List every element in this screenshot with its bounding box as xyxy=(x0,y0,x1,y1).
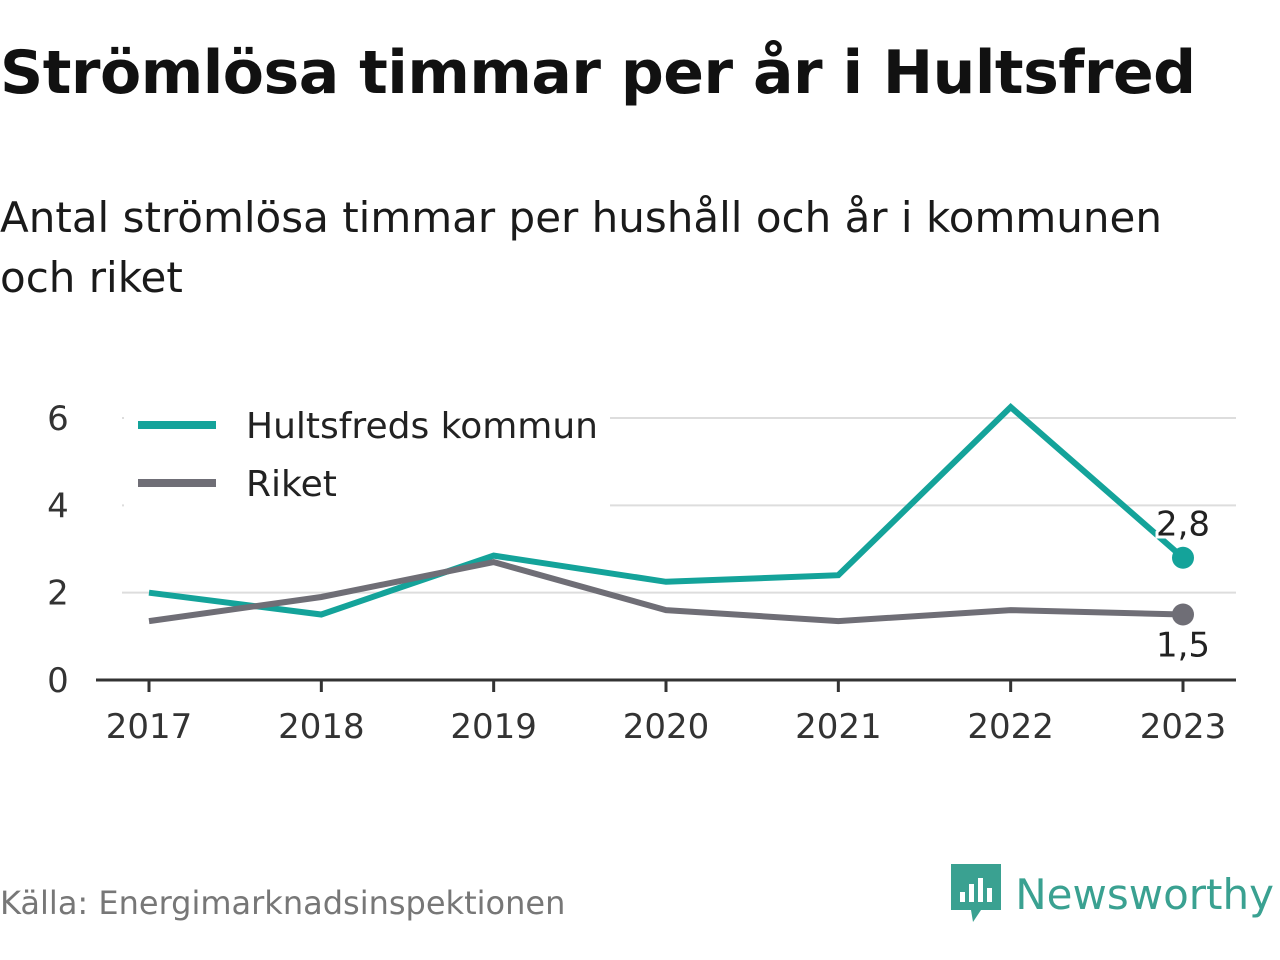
end-value-label: 2,8 xyxy=(1156,505,1210,545)
end-value-label: 1,5 xyxy=(1156,626,1210,666)
x-tick-label: 2023 xyxy=(1140,707,1227,747)
x-tick-label: 2019 xyxy=(450,707,537,747)
brand-name: Newsworthy xyxy=(1015,869,1274,919)
end-points xyxy=(1172,546,1194,626)
y-tick-label: 0 xyxy=(47,661,69,701)
series-end-point xyxy=(1172,546,1194,569)
x-tick-label: 2021 xyxy=(795,707,882,747)
legend-label: Riket xyxy=(246,464,337,505)
end-value-labels: 2,8 1,5 xyxy=(1153,502,1213,669)
y-tick-label: 6 xyxy=(47,399,69,439)
source-note: Källa: Energimarknadsinspektionen xyxy=(0,884,566,922)
x-tick-label: 2017 xyxy=(106,707,193,747)
series-lines xyxy=(148,403,1185,625)
chart-title: Strömlösa timmar per år i Hultsfred xyxy=(0,38,1196,108)
series-line xyxy=(148,403,1185,618)
chart-subtitle: Antal strömlösa timmar per hushåll och å… xyxy=(0,193,1162,302)
y-tick-label: 2 xyxy=(47,574,69,614)
x-tick-label: 2018 xyxy=(278,707,365,747)
legend: Hultsfreds kommun Riket xyxy=(124,405,610,513)
x-tick-label: 2022 xyxy=(967,707,1054,747)
series-line xyxy=(148,559,1184,625)
y-tick-label: 4 xyxy=(47,486,69,526)
legend-background xyxy=(124,405,610,455)
x-axis: 2017 2018 2019 2020 2021 2022 2023 xyxy=(96,678,1236,747)
legend-background xyxy=(124,463,610,513)
legend-label: Hultsfreds kommun xyxy=(246,406,598,447)
line-chart: 0 2 4 6 2017 2018 2019 2020 2021 2022 2023 Hultsf… xyxy=(47,399,1236,747)
series-end-point xyxy=(1172,603,1194,626)
brand-logo: Newsworthy xyxy=(951,862,1274,926)
x-tick-label: 2020 xyxy=(623,707,710,747)
newsworthy-logo-icon xyxy=(951,864,1002,922)
y-axis-ticks: 0 2 4 6 xyxy=(47,399,69,701)
